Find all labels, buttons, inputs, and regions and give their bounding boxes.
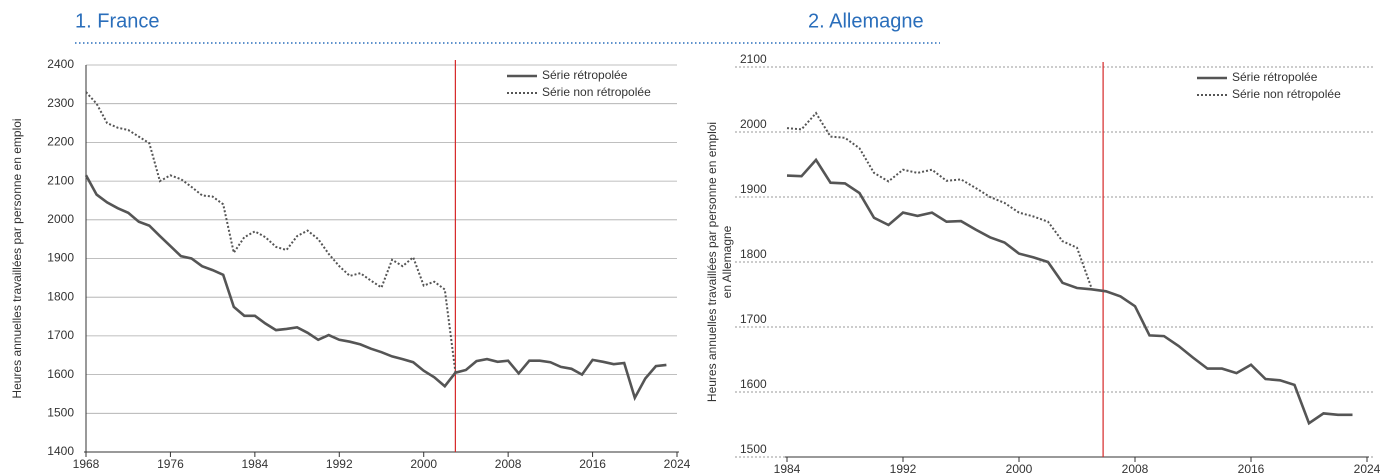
y-tick-label: 2400 bbox=[47, 57, 74, 71]
y-tick-label: 1600 bbox=[740, 377, 767, 391]
y-tick-label: 1400 bbox=[47, 444, 74, 458]
y-tick-label: 1500 bbox=[740, 442, 767, 456]
y-tick-label: 1800 bbox=[47, 289, 74, 303]
x-tick-label: 2016 bbox=[579, 457, 606, 471]
series-line bbox=[786, 111, 1093, 289]
y-tick-label: 1900 bbox=[740, 182, 767, 196]
y-tick-label: 2300 bbox=[47, 96, 74, 110]
y-axis-label: en Allemagne bbox=[720, 225, 734, 298]
legend-label: Série non rétropolée bbox=[1232, 87, 1341, 101]
x-tick-label: 2008 bbox=[495, 457, 522, 471]
x-tick-label: 1992 bbox=[890, 462, 917, 474]
y-tick-label: 2000 bbox=[47, 212, 74, 226]
y-axis-label: Heures annuelles travaillées par personn… bbox=[705, 122, 719, 402]
legend-label: Série non rétropolée bbox=[542, 85, 651, 99]
series-line bbox=[85, 91, 457, 373]
y-tick-label: 2100 bbox=[740, 52, 767, 66]
y-tick-label: 2000 bbox=[740, 117, 767, 131]
x-tick-label: 2016 bbox=[1238, 462, 1265, 474]
x-tick-label: 1992 bbox=[326, 457, 353, 471]
y-tick-label: 1700 bbox=[740, 312, 767, 326]
legend-label: Série rétropolée bbox=[1232, 70, 1318, 84]
x-tick-label: 2024 bbox=[664, 457, 691, 471]
x-tick-label: 2000 bbox=[410, 457, 437, 471]
chart-title: 2. Allemagne bbox=[808, 10, 924, 32]
chart-title: 1. France bbox=[75, 10, 159, 32]
y-tick-label: 1600 bbox=[47, 367, 74, 381]
y-axis-label: Heures annuelles travaillées par personn… bbox=[10, 118, 24, 398]
y-tick-label: 1500 bbox=[47, 405, 74, 419]
x-tick-label: 2008 bbox=[1122, 462, 1149, 474]
x-tick-label: 1976 bbox=[157, 457, 184, 471]
x-tick-label: 2024 bbox=[1354, 462, 1381, 474]
y-tick-label: 2200 bbox=[47, 135, 74, 149]
series-line bbox=[84, 174, 667, 402]
series-line bbox=[786, 157, 1353, 426]
y-tick-label: 2100 bbox=[47, 173, 74, 187]
x-tick-label: 1984 bbox=[774, 462, 801, 474]
x-tick-label: 2000 bbox=[1006, 462, 1033, 474]
legend-label: Série rétropolée bbox=[542, 68, 628, 82]
x-tick-label: 1984 bbox=[242, 457, 269, 471]
y-tick-label: 1800 bbox=[740, 247, 767, 261]
y-tick-label: 1700 bbox=[47, 328, 74, 342]
y-tick-label: 1900 bbox=[47, 251, 74, 265]
x-tick-label: 1968 bbox=[73, 457, 100, 471]
